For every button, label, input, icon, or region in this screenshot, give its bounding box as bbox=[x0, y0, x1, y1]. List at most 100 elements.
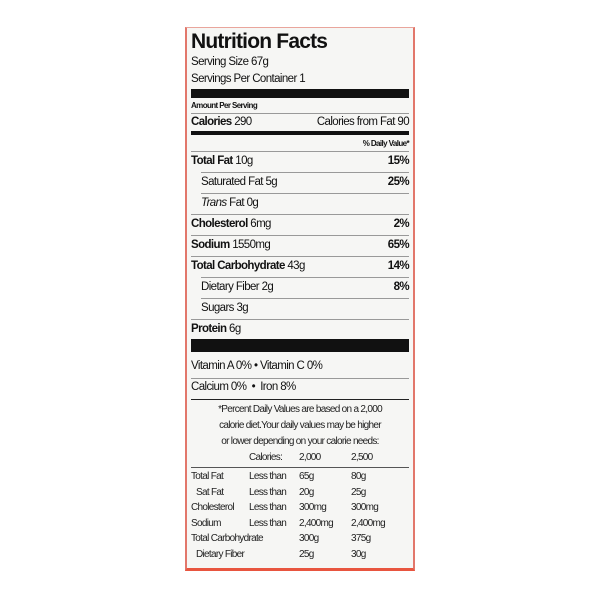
nutrient-amount: 3g bbox=[236, 302, 249, 314]
nutrient-label-suffix: Fat bbox=[229, 197, 244, 209]
calories-label: Calories: bbox=[249, 452, 283, 463]
nutrient-label: Total Fat bbox=[191, 155, 233, 167]
divider bbox=[191, 113, 409, 114]
calories-label: Calories bbox=[191, 116, 232, 128]
nutrient-amount: 2g bbox=[261, 281, 274, 293]
nutrient-dv: 2% bbox=[393, 218, 410, 230]
mineral-row: Calcium 0% • Iron 8% bbox=[191, 381, 409, 393]
footnote-table-row: Cholesterol Less than 300mg 300mg bbox=[191, 502, 409, 517]
footnote-table-row: Sat Fat Less than 20g 25g bbox=[191, 487, 409, 502]
footnote-calories-header: Calories: 2,000 2,500 bbox=[191, 452, 409, 467]
label-title: Nutrition Facts bbox=[191, 30, 328, 53]
servings-per-container: Servings Per Container 1 bbox=[191, 73, 306, 85]
daily-value-header: % Daily Value* bbox=[362, 139, 410, 148]
footnote-table-row: Dietary Fiber 25g 30g bbox=[191, 549, 409, 564]
nutrient-amount: 1550mg bbox=[232, 239, 271, 251]
footnote-line: or lower depending on your calorie needs… bbox=[221, 436, 379, 447]
nutrient-dv: 25% bbox=[387, 176, 410, 188]
divider bbox=[201, 172, 409, 173]
footnote-cell: Sodium bbox=[191, 517, 221, 529]
nutrient-dv: 65% bbox=[387, 239, 410, 251]
nutrient-amount: 0g bbox=[246, 197, 259, 209]
nutrient-amount: 43g bbox=[287, 260, 305, 272]
footnote-cell: Total Carbohydrate bbox=[191, 533, 264, 544]
nutrient-amount: 5g bbox=[265, 176, 278, 188]
nutrient-dv: 15% bbox=[387, 155, 410, 167]
footnote-cell: 65g bbox=[299, 471, 314, 482]
footnote-cell: Dietary Fiber bbox=[196, 548, 245, 560]
footnote: *Percent Daily Values are based on a 2,0… bbox=[191, 402, 409, 450]
nutrient-amount: 6g bbox=[229, 323, 241, 335]
footnote-cell: 25g bbox=[351, 486, 366, 498]
footnote-line: calorie diet.Your daily values may be hi… bbox=[219, 420, 381, 431]
divider bbox=[191, 235, 409, 236]
footnote-cell: Less than bbox=[249, 502, 287, 513]
nutrient-label: Sugars bbox=[201, 302, 234, 314]
thick-divider bbox=[191, 339, 409, 352]
divider bbox=[191, 214, 409, 215]
nutrient-label: Saturated Fat bbox=[201, 176, 263, 188]
nutrient-row: Dietary Fiber 2g 8% bbox=[191, 281, 410, 293]
footnote-cell: Less than bbox=[249, 471, 287, 482]
nutrient-row: Total Carbohydrate 43g 14% bbox=[191, 260, 410, 272]
footnote-cell: 80g bbox=[351, 471, 366, 482]
nutrient-label: Trans bbox=[201, 197, 227, 209]
nutrient-dv: 8% bbox=[393, 281, 410, 293]
calcium: Calcium 0% bbox=[191, 381, 247, 393]
thick-divider bbox=[191, 89, 409, 98]
nutrient-label: Sodium bbox=[191, 239, 230, 251]
nutrient-row: Protein 6g bbox=[191, 323, 409, 335]
nutrition-facts-label: Nutrition Facts Serving Size 67g Serving… bbox=[185, 27, 415, 571]
divider bbox=[191, 319, 409, 320]
calories-value: 290 bbox=[234, 116, 252, 128]
nutrient-label: Protein bbox=[191, 323, 227, 335]
nutrient-row: Trans Fat 0g bbox=[191, 197, 409, 209]
bullet: • bbox=[251, 381, 256, 393]
divider bbox=[201, 277, 409, 278]
divider bbox=[191, 256, 409, 257]
nutrient-row: Sugars 3g bbox=[191, 302, 409, 314]
divider bbox=[201, 298, 409, 299]
footnote-line: *Percent Daily Values are based on a 2,0… bbox=[218, 404, 383, 415]
nutrient-label: Dietary Fiber bbox=[201, 281, 260, 293]
footnote-cell: 20g bbox=[299, 486, 314, 498]
nutrient-label: Cholesterol bbox=[191, 218, 248, 230]
medium-divider bbox=[191, 131, 409, 135]
footnote-cell: Less than bbox=[249, 486, 287, 498]
divider bbox=[191, 467, 409, 468]
divider bbox=[191, 378, 409, 379]
footnote-cell: Cholesterol bbox=[191, 502, 235, 513]
calories-2000: 2,000 bbox=[299, 452, 321, 463]
bullet: • bbox=[253, 360, 258, 372]
footnote-cell: Total Fat bbox=[191, 471, 224, 482]
footnote-cell: 300mg bbox=[351, 502, 379, 513]
footnote-table-row: Sodium Less than 2,400mg 2,400mg bbox=[191, 518, 409, 533]
nutrient-row: Cholesterol 6mg 2% bbox=[191, 218, 410, 230]
nutrient-row: Total Fat 10g 15% bbox=[191, 155, 410, 167]
calories-from-fat: Calories from Fat 90 bbox=[316, 116, 410, 128]
nutrient-label: Total Carbohydrate bbox=[191, 260, 285, 272]
amount-per-serving: Amount Per Serving bbox=[191, 101, 258, 110]
nutrient-dv: 14% bbox=[387, 260, 410, 272]
footnote-cell: 30g bbox=[351, 548, 366, 560]
divider bbox=[191, 399, 409, 400]
vitamin-c: Vitamin C 0% bbox=[260, 360, 323, 372]
nutrient-row: Saturated Fat 5g 25% bbox=[191, 176, 410, 188]
serving-size: Serving Size 67g bbox=[191, 56, 269, 68]
footnote-cell: 2,400mg bbox=[351, 517, 386, 529]
iron: Iron 8% bbox=[260, 381, 296, 393]
footnote-cell: 2,400mg bbox=[299, 517, 334, 529]
footnote-cell: 25g bbox=[299, 548, 314, 560]
nutrient-amount: 10g bbox=[235, 155, 253, 167]
footnote-cell: Sat Fat bbox=[196, 486, 224, 498]
footnote-cell: 375g bbox=[351, 533, 371, 544]
nutrient-row: Sodium 1550mg 65% bbox=[191, 239, 410, 251]
footnote-cell: 300mg bbox=[299, 502, 327, 513]
vitamin-a: Vitamin A 0% bbox=[191, 360, 252, 372]
vitamin-row: Vitamin A 0% • Vitamin C 0% bbox=[191, 360, 409, 372]
footnote-cell: 300g bbox=[299, 533, 319, 544]
nutrient-amount: 6mg bbox=[250, 218, 271, 230]
calories-2500: 2,500 bbox=[351, 452, 373, 463]
footnote-cell: Less than bbox=[249, 517, 287, 529]
calories-row: Calories 290 Calories from Fat 90 bbox=[191, 116, 410, 128]
